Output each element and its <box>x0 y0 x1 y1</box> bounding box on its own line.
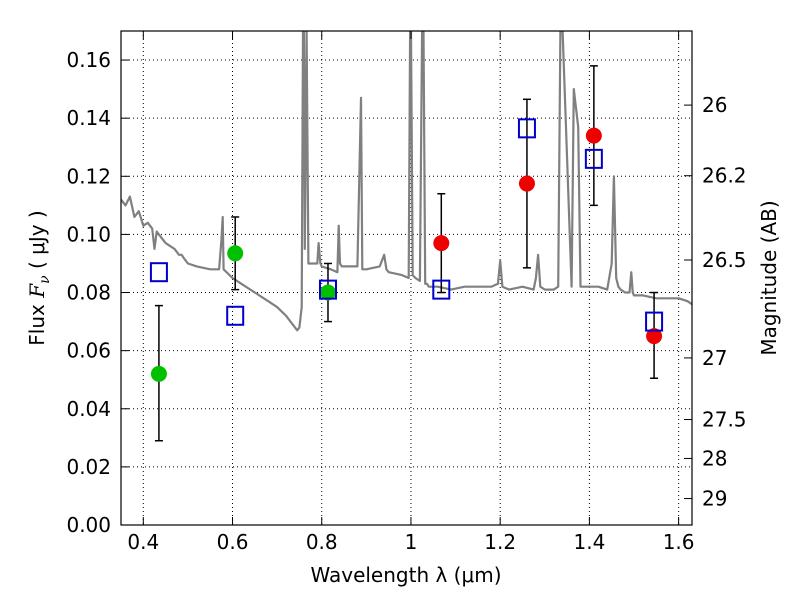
data-point <box>585 127 602 144</box>
y-tick-label: 0.04 <box>66 397 111 421</box>
model-point <box>226 305 245 326</box>
data-point <box>518 175 535 192</box>
y2-tick-label: 27 <box>702 346 727 370</box>
y2-tick-label: 27.5 <box>702 408 747 432</box>
y-tick-label: 0.12 <box>66 164 111 188</box>
plot-frame <box>120 30 693 526</box>
x-axis-label: Wavelength λ (μm) <box>310 563 501 587</box>
x-tick-label: 1 <box>405 530 418 554</box>
model-point <box>432 279 451 300</box>
y2-tick-label: 26 <box>702 93 727 117</box>
y-tick-label: 0.16 <box>66 48 111 72</box>
y2-tick-label: 29 <box>702 487 727 511</box>
model-point <box>645 311 664 332</box>
y-tick-label: 0.02 <box>66 455 111 479</box>
x-tick-label: 1.6 <box>663 530 695 554</box>
y2-tick-label: 26.2 <box>702 164 747 188</box>
x-tick-label: 0.8 <box>306 530 338 554</box>
x-tick-label: 0.4 <box>127 530 159 554</box>
y2-tick-label: 28 <box>702 446 727 470</box>
x-tick-label: 1.2 <box>484 530 516 554</box>
model-point <box>318 279 337 300</box>
x-tick-label: 1.4 <box>573 530 605 554</box>
data-marks <box>149 65 664 442</box>
x-tick-label: 0.6 <box>217 530 249 554</box>
y-tick-label: 0.00 <box>66 513 111 537</box>
y-tick-label: 0.08 <box>66 281 111 305</box>
spectrum-line <box>121 31 692 332</box>
axes: 0.4 0.6 0.8 1 1.2 1.4 1.6 0.00 0.02 0.04 0.06 0.08 0… <box>66 30 747 554</box>
y2-axis-label: Magnitude (AB) <box>757 200 781 355</box>
data-point <box>227 245 244 262</box>
y-tick-label: 0.10 <box>66 222 111 246</box>
data-point <box>433 235 450 252</box>
y-axis-label: Flux Fν ( μJy ) <box>25 210 53 345</box>
model-point <box>149 262 168 283</box>
y-tick-label: 0.06 <box>66 339 111 363</box>
data-point <box>150 365 167 382</box>
model-spectrum <box>121 31 692 332</box>
data-point <box>646 328 663 345</box>
model-point <box>517 118 536 139</box>
data-point <box>319 284 336 301</box>
model-point <box>584 148 603 169</box>
y-tick-label: 0.14 <box>66 106 111 130</box>
y2-tick-label: 26.5 <box>702 248 747 272</box>
